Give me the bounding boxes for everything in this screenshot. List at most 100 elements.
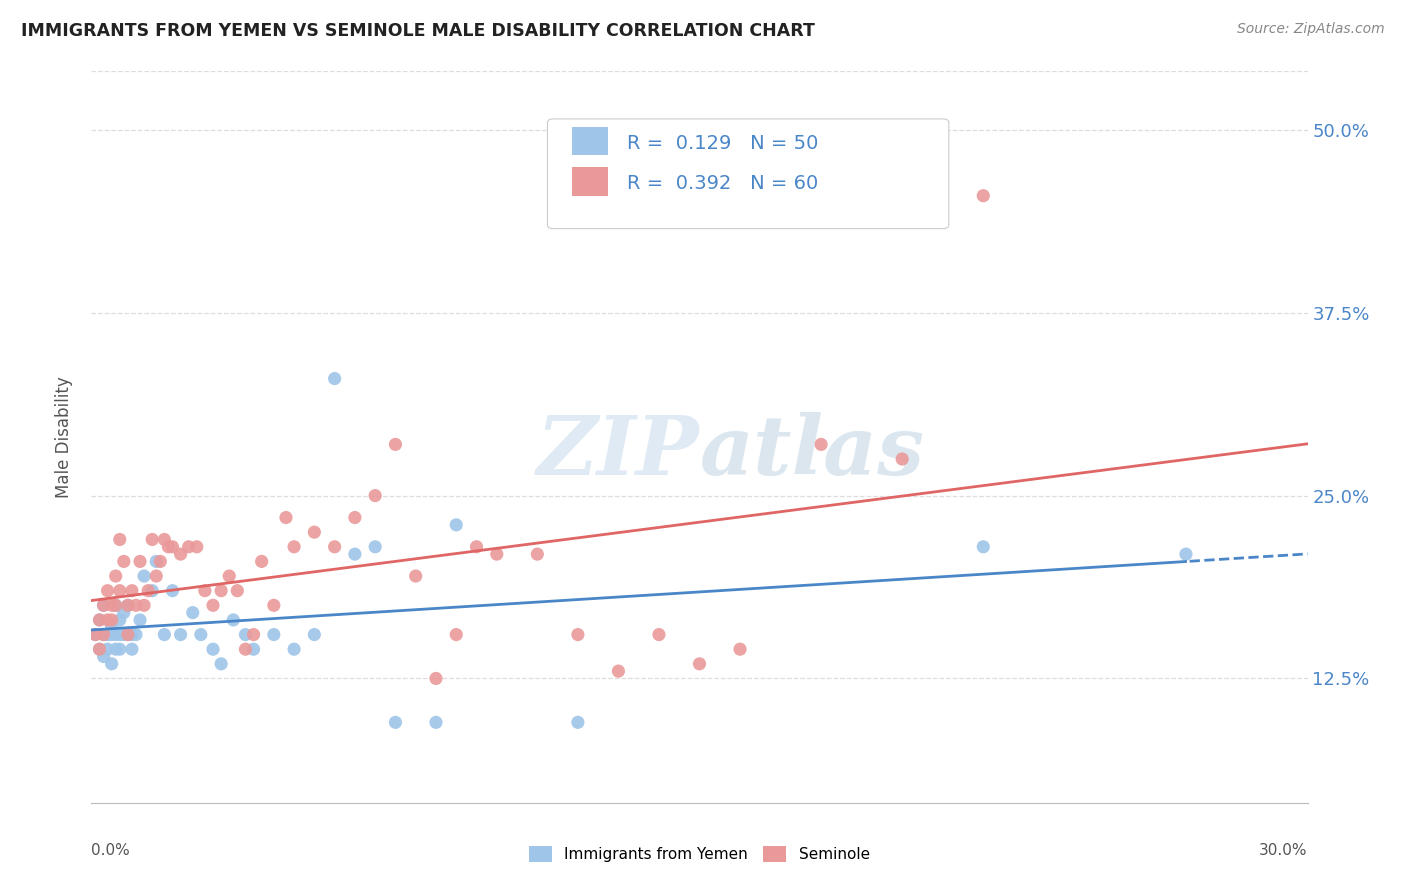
Point	[364, 489, 387, 503]
Point	[93, 599, 115, 613]
Point	[304, 627, 326, 641]
Point	[567, 627, 589, 641]
Point	[93, 599, 115, 613]
Point	[97, 583, 120, 598]
Point	[125, 627, 148, 641]
Point	[222, 613, 245, 627]
Point	[202, 599, 225, 613]
Point	[97, 613, 120, 627]
Point	[104, 599, 127, 613]
Legend: Immigrants from Yemen, Seminole: Immigrants from Yemen, Seminole	[523, 840, 876, 868]
Point	[242, 642, 264, 657]
Point	[89, 642, 111, 657]
Point	[112, 554, 135, 568]
Point	[145, 554, 167, 568]
Point	[100, 657, 122, 671]
Point	[728, 642, 751, 657]
Point	[132, 569, 155, 583]
Point	[283, 642, 305, 657]
Point	[100, 599, 122, 613]
Point	[108, 613, 131, 627]
Point	[526, 547, 548, 561]
Point	[263, 599, 285, 613]
Point	[242, 627, 264, 641]
Point	[104, 599, 127, 613]
Point	[384, 437, 406, 451]
Point	[93, 627, 115, 641]
Point	[323, 540, 346, 554]
Point	[190, 627, 212, 641]
Point	[145, 569, 167, 583]
Point	[485, 547, 508, 561]
Point	[202, 642, 225, 657]
Point	[136, 583, 159, 598]
FancyBboxPatch shape	[572, 127, 609, 155]
Point	[218, 569, 240, 583]
Point	[108, 642, 131, 657]
Point	[112, 606, 135, 620]
Point	[186, 540, 208, 554]
Point	[89, 613, 111, 627]
Point	[425, 672, 447, 686]
Point	[972, 188, 994, 202]
Point	[444, 627, 467, 641]
Point	[104, 627, 127, 641]
Point	[607, 664, 630, 678]
Point	[810, 437, 832, 451]
Point	[364, 540, 387, 554]
Point	[104, 569, 127, 583]
Point	[263, 627, 285, 641]
Text: Source: ZipAtlas.com: Source: ZipAtlas.com	[1237, 22, 1385, 37]
Point	[181, 606, 204, 620]
Point	[117, 627, 139, 641]
Text: R =  0.129   N = 50: R = 0.129 N = 50	[627, 134, 818, 153]
Text: atlas: atlas	[699, 412, 925, 491]
Point	[117, 627, 139, 641]
Point	[235, 642, 257, 657]
Point	[567, 715, 589, 730]
Point	[169, 627, 191, 641]
Point	[104, 642, 127, 657]
Point	[112, 627, 135, 641]
Point	[121, 642, 143, 657]
Point	[89, 613, 111, 627]
Point	[117, 599, 139, 613]
Point	[891, 452, 914, 467]
Point	[121, 627, 143, 641]
Y-axis label: Male Disability: Male Disability	[55, 376, 73, 498]
Point	[177, 540, 200, 554]
Point	[226, 583, 249, 598]
Point	[153, 627, 176, 641]
Point	[84, 627, 107, 641]
Point	[648, 627, 671, 641]
Point	[405, 569, 427, 583]
Point	[100, 613, 122, 627]
Point	[162, 583, 184, 598]
Point	[688, 657, 710, 671]
Point	[343, 547, 366, 561]
Point	[108, 533, 131, 547]
Text: R =  0.392   N = 60: R = 0.392 N = 60	[627, 174, 818, 193]
Point	[283, 540, 305, 554]
Point	[141, 533, 163, 547]
Point	[162, 540, 184, 554]
Point	[97, 642, 120, 657]
Point	[100, 627, 122, 641]
Point	[129, 554, 152, 568]
Point	[444, 517, 467, 532]
Point	[209, 657, 232, 671]
Point	[274, 510, 297, 524]
Text: ZIP: ZIP	[537, 412, 699, 491]
Point	[153, 533, 176, 547]
FancyBboxPatch shape	[547, 119, 949, 228]
Point	[235, 627, 257, 641]
Point	[100, 620, 122, 634]
Point	[129, 613, 152, 627]
Point	[93, 627, 115, 641]
Point	[209, 583, 232, 598]
Text: 30.0%: 30.0%	[1260, 843, 1308, 858]
Point	[89, 642, 111, 657]
Point	[149, 554, 172, 568]
Text: IMMIGRANTS FROM YEMEN VS SEMINOLE MALE DISABILITY CORRELATION CHART: IMMIGRANTS FROM YEMEN VS SEMINOLE MALE D…	[21, 22, 815, 40]
Point	[323, 371, 346, 385]
